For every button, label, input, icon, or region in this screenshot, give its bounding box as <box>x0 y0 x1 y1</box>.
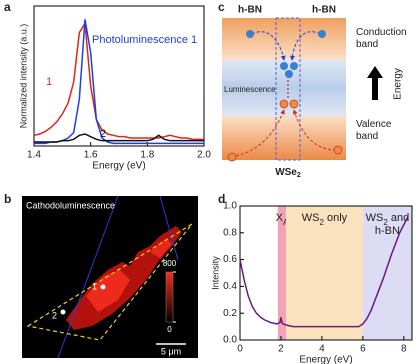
hole <box>289 99 299 109</box>
triangle-outline <box>26 223 193 341</box>
text-part: 2 <box>319 218 324 227</box>
colorbar-tick-label: 800 <box>163 259 177 268</box>
series-line <box>33 20 204 141</box>
text-part: A <box>283 218 289 227</box>
edge-line <box>57 195 119 359</box>
text-part: WS <box>366 212 384 224</box>
flake-bright <box>150 238 172 258</box>
series-label: Photoluminescence 1 <box>92 34 197 46</box>
x-axis-label: Energy (eV) <box>299 355 352 364</box>
flake <box>66 226 182 330</box>
hole <box>279 99 289 109</box>
y-tick-label: 0.2 <box>223 308 237 319</box>
hbn-label: h-BN <box>312 5 336 16</box>
region <box>362 206 412 340</box>
panel-label: c <box>218 0 225 14</box>
electron <box>285 70 293 78</box>
point-label: 2 <box>52 310 57 320</box>
x-tick-label: 1.4 <box>27 150 41 161</box>
region-label: WS2 and h-BN <box>366 212 410 237</box>
edge-line <box>159 195 179 261</box>
holes <box>227 99 343 162</box>
conduction-band <box>222 18 346 60</box>
text-line: band <box>356 131 378 142</box>
x-tick-label: 8 <box>401 344 407 355</box>
y-tick-label: 0.4 <box>223 281 237 292</box>
hole <box>333 145 343 155</box>
text-part: 2 <box>383 218 388 227</box>
point-marker <box>100 284 106 290</box>
text-part: h-BN <box>375 225 400 237</box>
point-label: 1 <box>92 281 97 291</box>
electrons <box>246 30 326 78</box>
series-label: 2 <box>100 128 106 140</box>
image-title: Cathodoluminescence <box>26 200 115 210</box>
x-tick-label: 4 <box>319 344 325 355</box>
series-line <box>239 216 409 328</box>
text-part: WSe <box>275 167 297 178</box>
text-part: X <box>276 212 284 224</box>
flake-bright <box>86 270 130 312</box>
x-tick-label: 1.8 <box>140 150 154 161</box>
x-tick-label: 6 <box>360 344 366 355</box>
hole-path <box>235 109 285 157</box>
text-line: band <box>356 39 378 50</box>
text-line: Valence <box>356 119 392 130</box>
region <box>277 206 287 340</box>
panel-label: b <box>4 192 11 206</box>
panel-label: a <box>4 0 11 14</box>
colorbar <box>165 271 174 323</box>
electron <box>290 62 298 70</box>
region-label: XA <box>276 212 289 227</box>
electron <box>318 30 326 38</box>
valence-label: Valence band <box>356 119 392 142</box>
electron <box>246 30 254 38</box>
y-axis-label: Intensity <box>210 256 220 290</box>
hbn-label: h-BN <box>238 5 262 16</box>
plot-frame <box>33 5 205 147</box>
wse2-layer <box>275 17 301 161</box>
y-tick-label: 0.6 <box>223 254 237 265</box>
hole <box>227 152 237 162</box>
scale-bar-label: 5 μm <box>161 346 181 356</box>
x-tick-label: 2 <box>278 344 284 355</box>
x-tick-label: 1.6 <box>84 150 98 161</box>
material-label: WSe2 <box>275 167 301 180</box>
y-axis-label: Normalized intensity (a.u.) <box>18 24 28 129</box>
region <box>286 206 363 340</box>
electron-path <box>289 31 321 61</box>
electron-path <box>251 31 286 61</box>
point-marker <box>60 309 66 315</box>
y-tick-label: 1.0 <box>223 201 237 212</box>
conduction-label: Conduction band <box>356 27 407 50</box>
x-tick-label: 2.0 <box>197 150 211 161</box>
text-part: only <box>324 212 348 224</box>
text-part: WS <box>302 212 320 224</box>
text-line: Conduction <box>356 27 407 38</box>
x-axis-label: Energy (eV) <box>92 161 145 172</box>
y-tick-label: 0.0 <box>223 335 237 346</box>
energy-label: Energy <box>393 68 404 100</box>
hole-path <box>292 109 337 151</box>
colorbar-tick-label: 0 <box>167 325 172 334</box>
text-part: 2 <box>297 172 301 179</box>
region-label: WS2 only <box>302 212 348 227</box>
series-line <box>34 133 204 143</box>
valence-band <box>222 116 346 160</box>
y-tick-label: 0.8 <box>223 227 237 238</box>
panel-label: d <box>218 192 225 206</box>
luminescence-label: Luminescence <box>224 85 276 94</box>
electron <box>280 62 288 70</box>
energy-arrow <box>367 66 383 100</box>
x-tick-label: 0 <box>237 344 243 355</box>
plot-frame <box>239 205 413 341</box>
text-part: and <box>388 212 409 224</box>
series-label: 1 <box>46 76 52 88</box>
